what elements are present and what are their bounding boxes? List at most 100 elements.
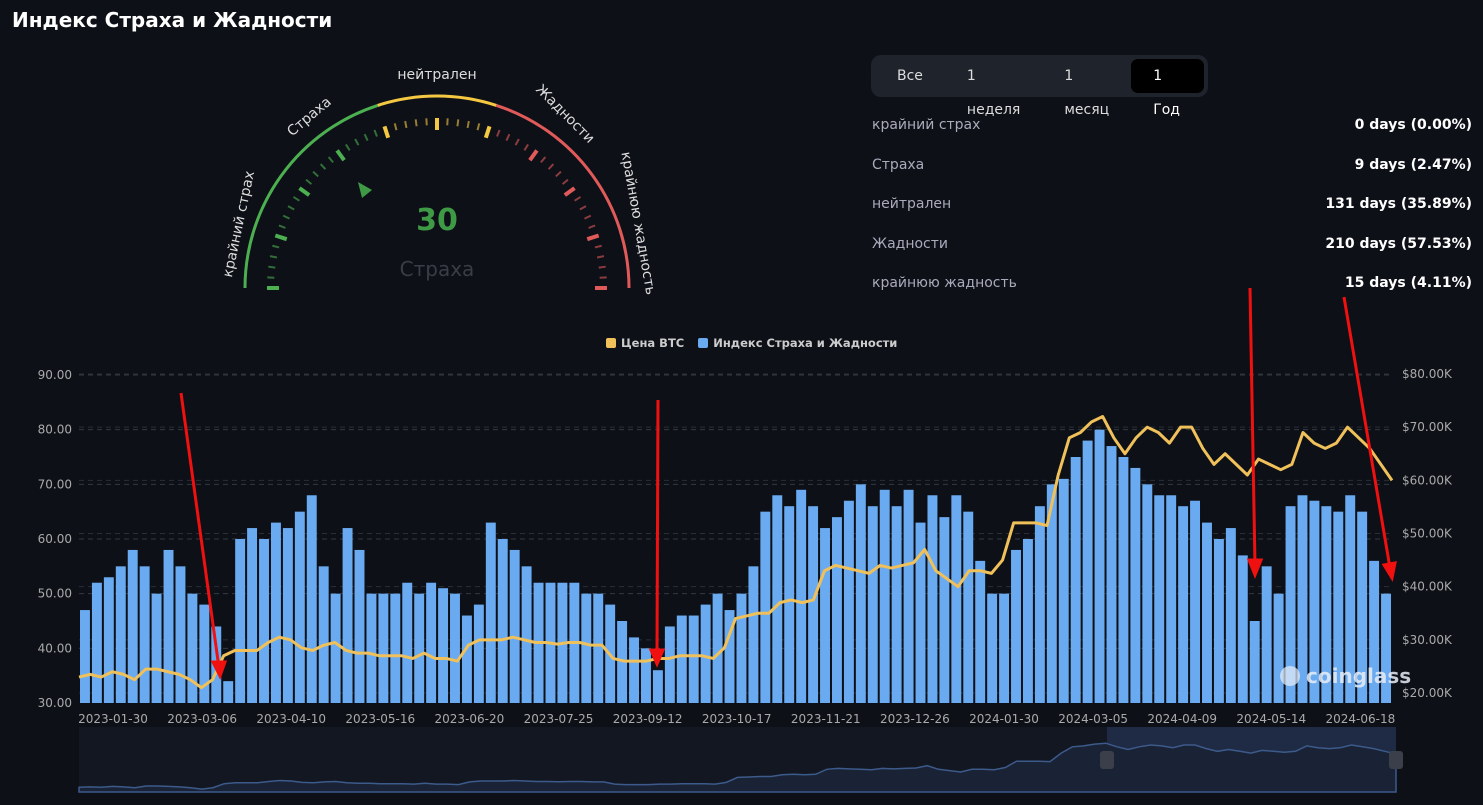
tab-1-year[interactable]: 1 Год [1131, 59, 1204, 118]
arrow-head-icon [1381, 561, 1397, 583]
index-bar [1094, 429, 1105, 703]
index-bar [426, 582, 437, 703]
index-bar [796, 489, 807, 703]
navigator-selection[interactable] [1107, 727, 1396, 792]
y-left-tick: 80.00 [38, 423, 72, 437]
index-bar [497, 539, 508, 703]
annotation-arrow [179, 392, 221, 669]
index-bar [1261, 566, 1272, 703]
index-bar [879, 489, 890, 703]
index-bar [438, 588, 449, 703]
index-bar [1225, 528, 1236, 703]
index-bar [1333, 511, 1344, 703]
index-bar [473, 604, 484, 703]
index-bar [1297, 495, 1308, 703]
gauge-tick [547, 163, 555, 170]
index-bar [294, 511, 305, 703]
index-bar [378, 593, 389, 703]
index-bar [1082, 440, 1093, 703]
stat-row: Жадности 210 days (57.53%) [872, 231, 1472, 271]
gauge-tick [272, 244, 280, 249]
index-bar [1046, 484, 1057, 703]
navigator-handle[interactable] [1389, 751, 1403, 769]
chart-legend: Цена BTC Индекс Страха и Жадности [606, 336, 897, 350]
gauge-arc-greed [495, 103, 631, 289]
index-bar [211, 626, 222, 703]
index-bar [1345, 495, 1356, 703]
gauge-tick [287, 205, 295, 211]
zone-greed: Жадности [532, 82, 597, 147]
y-left-tick: 70.00 [38, 477, 72, 491]
x-tick: 2024-03-05 [1058, 712, 1128, 726]
tab-1-month[interactable]: 1 месяц [1064, 68, 1110, 118]
index-bar [760, 511, 771, 703]
index-bar [151, 593, 162, 703]
stat-label: Жадности [872, 235, 949, 252]
navigator[interactable] [79, 727, 1396, 792]
index-bar [414, 593, 425, 703]
gauge-tick [305, 178, 313, 185]
index-bar [545, 582, 556, 703]
gauge-tick [354, 138, 360, 146]
gauge-tick [269, 255, 278, 259]
annotation-arrow [1342, 296, 1392, 569]
gauge-tick [584, 214, 592, 220]
zone-neutral: нейтрален [397, 67, 476, 83]
y-left-tick: 60.00 [38, 532, 72, 546]
gauge-value: 30 [416, 203, 458, 238]
gauge-needle-icon [358, 182, 372, 198]
index-bar [533, 582, 544, 703]
index-bar [485, 522, 496, 703]
index-bar [987, 593, 998, 703]
gauge-tick [528, 149, 539, 162]
gauge-tick [282, 214, 290, 220]
arrow-head-icon [1246, 558, 1264, 580]
tab-1-week[interactable]: 1 неделя [966, 68, 1021, 118]
index-bar [724, 610, 735, 703]
x-tick: 2023-01-30 [78, 712, 148, 726]
index-bar [748, 566, 759, 703]
gauge-tick [555, 170, 562, 178]
gauge-label: Страха [400, 257, 475, 281]
index-bar [652, 670, 663, 703]
y-right-tick: $20.00K [1402, 686, 1453, 700]
legend-fear-greed[interactable]: Индекс Страха и Жадности [698, 336, 897, 350]
x-tick: 2023-12-26 [880, 712, 950, 726]
gauge-arc-fear [243, 103, 379, 289]
index-bar [1369, 560, 1380, 703]
index-bar [855, 484, 866, 703]
index-bar [259, 539, 269, 703]
stat-label: нейтрален [872, 196, 952, 213]
gauge-tick [563, 186, 576, 197]
navigator-handle[interactable] [1100, 751, 1114, 769]
index-bar [175, 566, 186, 703]
index-bar [784, 506, 795, 703]
legend-swatch [698, 338, 709, 348]
index-bar [736, 593, 747, 703]
index-bar [939, 517, 950, 703]
index-bar [450, 593, 460, 703]
index-bar [581, 593, 592, 703]
stat-label: крайний страх [872, 117, 981, 133]
stat-label: крайнюю жадность [872, 275, 1017, 292]
gauge-tick [466, 120, 470, 129]
index-bar [330, 593, 341, 703]
tab-all[interactable]: Все [897, 68, 923, 84]
watermark: coinglass [1306, 664, 1411, 688]
index-bar [593, 593, 604, 703]
index-bar [318, 566, 329, 703]
index-bar [712, 593, 723, 703]
legend-btc-price[interactable]: Цена BTC [606, 336, 684, 350]
x-tick: 2023-09-12 [613, 712, 683, 726]
arrow-head-icon [648, 648, 666, 668]
index-bar [390, 593, 401, 703]
navigator-series [78, 742, 1397, 793]
index-bar [808, 506, 819, 703]
gauge-tick [278, 224, 286, 229]
gauge-tick [540, 156, 547, 164]
stat-value: 131 days (35.89%) [1325, 196, 1472, 213]
index-bar [1178, 506, 1189, 703]
index-bar [927, 495, 938, 703]
index-bar [1034, 506, 1045, 703]
gauge-tick [393, 123, 398, 131]
